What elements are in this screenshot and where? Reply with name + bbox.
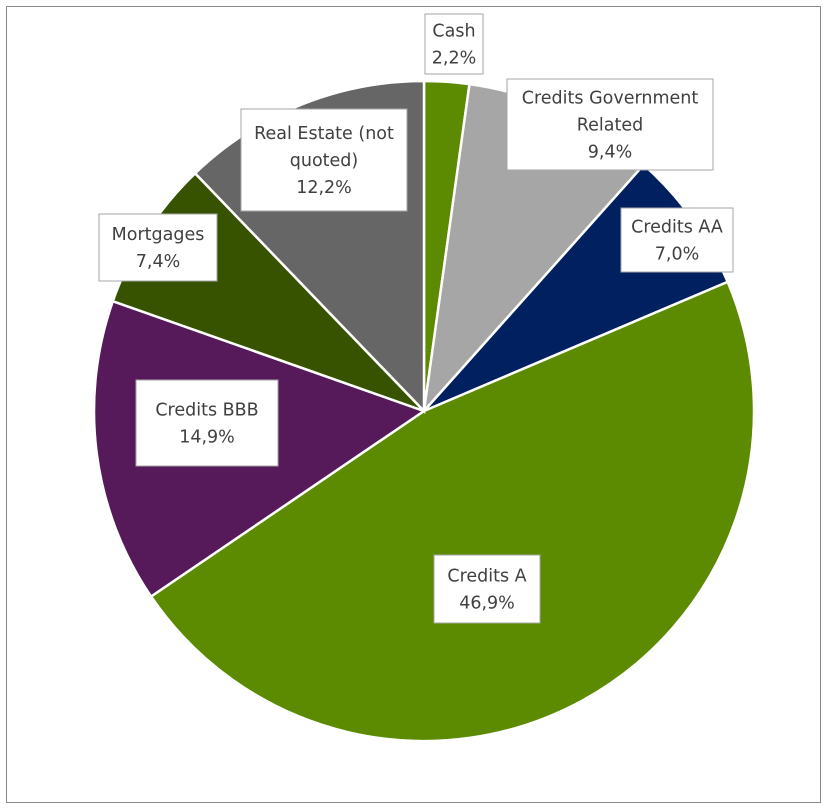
data-label-mortgages: Mortgages 7,4% xyxy=(99,214,217,281)
data-label-value: 9,4% xyxy=(588,143,632,163)
data-label-category: Mortgages xyxy=(112,225,205,245)
data-label-category: Related xyxy=(577,116,643,136)
data-label-value: 7,4% xyxy=(136,252,180,272)
data-label-category: quoted) xyxy=(290,151,358,171)
data-label-category: Credits BBB xyxy=(155,401,258,421)
data-label-category: Real Estate (not xyxy=(254,124,394,144)
data-label-category: Credits A xyxy=(447,567,526,587)
data-label-box xyxy=(136,380,278,466)
data-label-category: Credits Government xyxy=(522,89,699,109)
data-label-credits-a: Credits A 46,9% xyxy=(434,555,540,623)
data-label-value: 12,2% xyxy=(296,178,352,198)
data-label-credits-aa: Credits AA 7,0% xyxy=(621,208,733,272)
data-label-category: Cash xyxy=(432,22,475,42)
data-label-cash: Cash 2,2% xyxy=(425,14,483,74)
data-label-value: 14,9% xyxy=(179,428,235,448)
data-label-value: 7,0% xyxy=(655,245,699,265)
data-label-credits-bbb: Credits BBB 14,9% xyxy=(136,380,278,466)
data-label-category: Credits AA xyxy=(631,218,723,238)
data-label-value: 46,9% xyxy=(459,594,515,614)
data-label-credits-government-related: Credits Government Related 9,4% xyxy=(507,79,713,170)
data-label-real-estate-not-quoted: Real Estate (not quoted) 12,2% xyxy=(241,109,407,211)
data-label-value: 2,2% xyxy=(432,49,476,69)
